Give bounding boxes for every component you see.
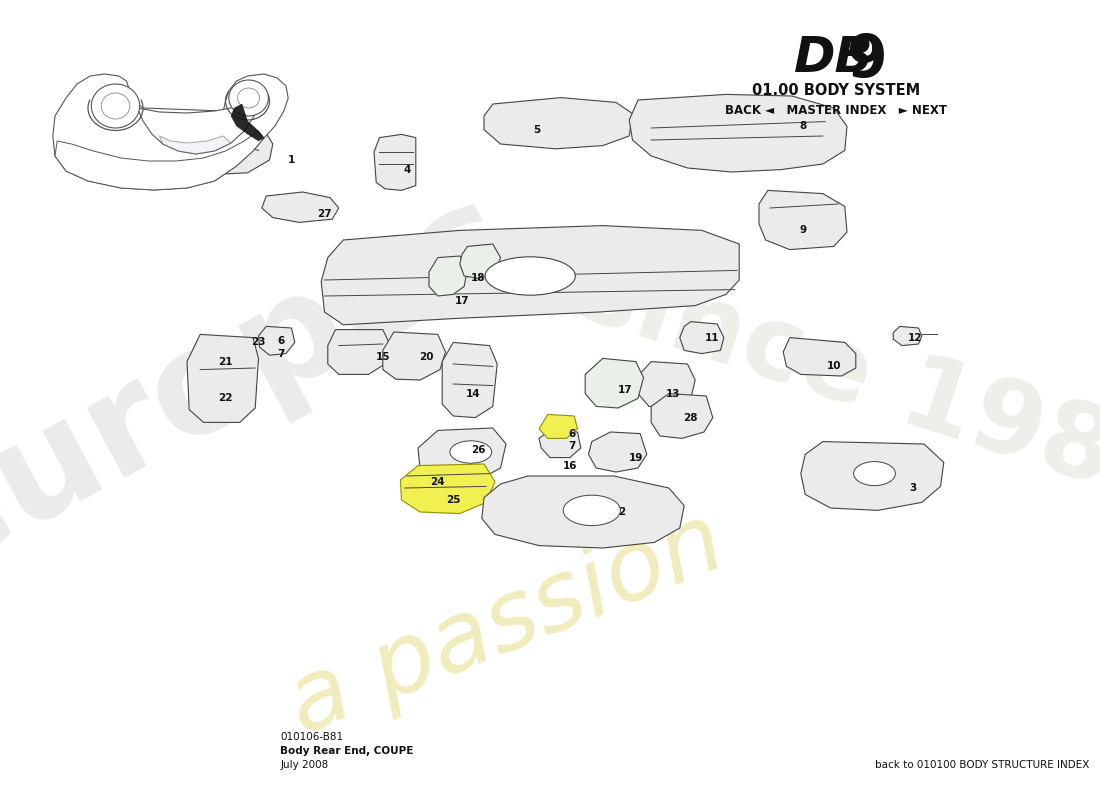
Polygon shape [588,432,647,472]
Text: europes: europes [0,166,536,602]
Text: July 2008: July 2008 [280,760,329,770]
Text: 15: 15 [375,352,390,362]
Polygon shape [629,94,847,172]
Text: back to 010100 BODY STRUCTURE INDEX: back to 010100 BODY STRUCTURE INDEX [874,760,1089,770]
Text: 18: 18 [471,274,486,283]
Text: BACK ◄   MASTER INDEX   ► NEXT: BACK ◄ MASTER INDEX ► NEXT [725,104,947,117]
Text: 1: 1 [288,155,295,165]
Text: 8: 8 [800,121,806,130]
Circle shape [238,88,260,108]
Text: 16: 16 [562,461,578,470]
Polygon shape [156,118,273,174]
Text: 4: 4 [404,165,410,174]
Polygon shape [187,334,258,422]
Text: 27: 27 [317,210,332,219]
Text: since 1985: since 1985 [564,238,1100,530]
Polygon shape [138,101,258,154]
Text: 6: 6 [277,336,284,346]
Polygon shape [484,98,632,149]
Text: DB: DB [794,34,873,82]
Text: 12: 12 [908,333,923,342]
Text: 21: 21 [218,357,233,366]
Polygon shape [539,430,581,458]
Polygon shape [374,134,416,190]
Text: 10: 10 [826,362,842,371]
Text: 20: 20 [419,352,435,362]
Circle shape [91,84,140,128]
Text: 01.00 BODY SYSTEM: 01.00 BODY SYSTEM [752,83,920,98]
Text: 9: 9 [800,226,806,235]
Ellipse shape [450,441,492,463]
Text: 11: 11 [704,333,719,342]
Polygon shape [460,244,500,278]
Text: 5: 5 [534,125,540,134]
Ellipse shape [563,495,620,526]
Circle shape [229,80,268,116]
Text: 9: 9 [847,32,888,89]
Polygon shape [638,362,695,408]
Text: 25: 25 [446,495,461,505]
Polygon shape [418,428,506,482]
Text: 19: 19 [628,453,643,462]
Text: 13: 13 [666,389,681,398]
Polygon shape [160,136,231,154]
Text: 28: 28 [683,413,698,422]
Polygon shape [442,342,497,418]
Polygon shape [231,104,264,141]
Polygon shape [383,332,446,380]
Text: 17: 17 [617,386,632,395]
Text: 6: 6 [569,429,575,438]
Polygon shape [400,464,495,514]
Ellipse shape [485,257,575,295]
Polygon shape [55,131,264,190]
Polygon shape [585,358,644,408]
Polygon shape [328,330,390,374]
Text: 23: 23 [251,337,266,346]
Text: 17: 17 [454,296,470,306]
Polygon shape [258,326,295,355]
Text: 7: 7 [277,349,284,358]
Polygon shape [759,190,847,250]
Text: 24: 24 [430,477,446,486]
Text: Body Rear End, COUPE: Body Rear End, COUPE [280,746,414,756]
Polygon shape [482,476,684,548]
Text: a passion: a passion [275,494,737,754]
Polygon shape [680,322,724,354]
Text: 3: 3 [910,483,916,493]
Text: 2: 2 [618,507,625,517]
Polygon shape [539,414,578,438]
Polygon shape [321,226,739,325]
Text: 010106-B81: 010106-B81 [280,733,343,742]
Polygon shape [53,74,288,190]
Polygon shape [262,192,339,222]
Circle shape [101,93,130,119]
Polygon shape [429,256,468,296]
Polygon shape [801,442,944,510]
Polygon shape [893,326,922,346]
Text: 7: 7 [569,442,575,451]
Text: 14: 14 [465,389,481,398]
Polygon shape [651,394,713,438]
Ellipse shape [854,462,895,486]
Text: 26: 26 [471,445,486,454]
Polygon shape [783,338,856,376]
Text: 22: 22 [218,394,233,403]
